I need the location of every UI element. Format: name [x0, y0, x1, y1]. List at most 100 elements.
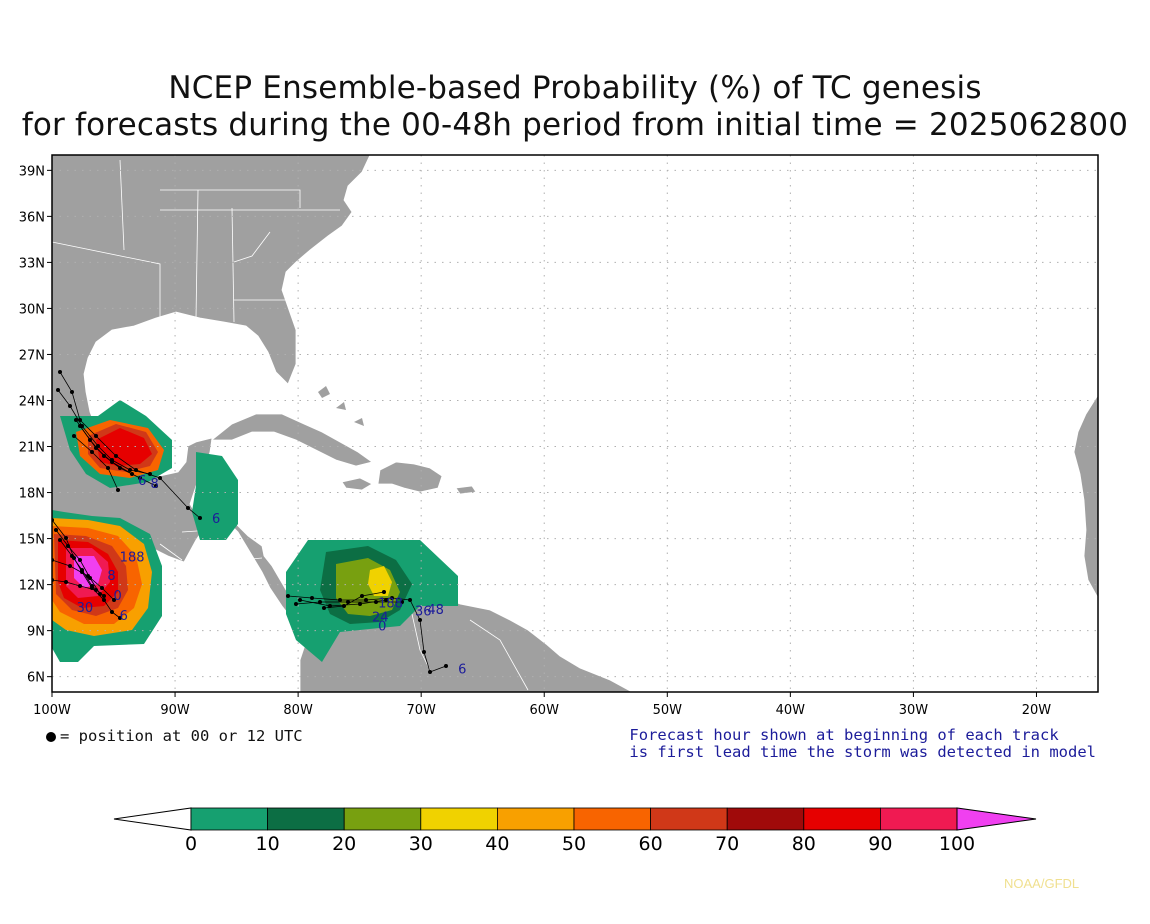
forecast-hour-label: 8: [107, 569, 115, 584]
forecast-hour-label: 48: [427, 603, 444, 618]
track-dot: [328, 604, 332, 608]
track-dot: [110, 610, 114, 614]
forecast-hour-label: 36: [415, 604, 432, 619]
colorbar-swatch: [573, 807, 651, 831]
position-legend: = position at 00 or 12 UTC: [46, 727, 303, 745]
map-title: NCEP Ensemble-based Probability (%) of T…: [0, 70, 1150, 144]
track-dot: [342, 604, 346, 608]
colorbar-tick-label: 10: [256, 833, 280, 855]
track-dot: [94, 588, 98, 592]
lat-tick-label: 21N: [19, 441, 45, 456]
track-dot: [294, 602, 298, 606]
forecast-hour-note-line-1: Forecast hour shown at beginning of each…: [629, 726, 1059, 744]
track-dot: [358, 602, 362, 606]
track-dot: [418, 618, 422, 622]
track-dot: [298, 598, 302, 602]
forecast-hour-note-line-2: is first lead time the storm was detecte…: [629, 743, 1096, 761]
lat-tick-label: 33N: [19, 256, 45, 271]
track-dot: [134, 468, 138, 472]
colorbar-tick-label: 100: [939, 833, 975, 855]
lon-tick-label: 60W: [530, 703, 560, 718]
probability-contours-gulf: [60, 400, 238, 540]
forecast-hour-label: 24: [372, 610, 389, 625]
track-dot: [138, 476, 142, 480]
title-line-2: for forecasts during the 00-48h period f…: [21, 107, 1129, 143]
lon-tick-label: 90W: [160, 703, 190, 718]
track-dot: [112, 598, 116, 602]
colorbar-high-arrow: [956, 807, 1037, 831]
track-dot: [70, 390, 74, 394]
track-dot: [128, 468, 132, 472]
track-dot: [118, 616, 122, 620]
position-legend-text: = position at 00 or 12 UTC: [60, 727, 303, 745]
forecast-hour-label: 0: [378, 620, 386, 635]
colorbar-swatch: [803, 807, 881, 831]
track-dot: [400, 600, 404, 604]
lon-tick-label: 70W: [406, 703, 436, 718]
land-puerto-rico: [455, 485, 477, 495]
colorbar-swatch: [496, 807, 575, 831]
track-dot: [444, 664, 448, 668]
track-dot: [390, 596, 394, 600]
colorbar-tick-label: 0: [185, 833, 197, 855]
track-dot: [86, 574, 90, 578]
track-dot: [364, 598, 368, 602]
colorbar-tick-label: 90: [868, 833, 892, 855]
track-dot: [102, 594, 106, 598]
track-dot: [102, 454, 106, 458]
forecast-hour-label: 30: [77, 601, 94, 616]
credit-label: NOAA/GFDL: [1004, 876, 1080, 891]
forecast-hour-label: 0: [114, 589, 122, 604]
colorbar-tick-label: 30: [409, 833, 433, 855]
land-jamaica: [341, 477, 373, 491]
track-dot: [148, 472, 152, 476]
track-dot: [90, 584, 94, 588]
track-dot: [78, 558, 82, 562]
position-dot-icon: [46, 731, 56, 742]
forecast-hour-label: 6: [120, 609, 128, 624]
track-dot: [58, 538, 62, 542]
lat-tick-label: 15N: [19, 533, 45, 548]
plot-frame: [51, 154, 1099, 693]
track-dot: [54, 528, 58, 532]
track-dot: [58, 370, 62, 374]
colorbar-swatch: [420, 807, 498, 831]
track-position-dots: [52, 370, 448, 674]
lat-tick-label: 24N: [19, 394, 45, 409]
track-dot: [64, 536, 68, 540]
track-dot: [186, 506, 190, 510]
track-dot: [114, 454, 118, 458]
lon-tick-label: 100W: [33, 703, 71, 718]
forecast-hour-label: 6: [458, 663, 466, 678]
track-dot: [322, 606, 326, 610]
lon-tick-label: 30W: [899, 703, 929, 718]
land-hispaniola: [377, 461, 443, 493]
track-dot: [422, 650, 426, 654]
track-dot: [66, 544, 70, 548]
colorbar-tick-label: 60: [639, 833, 663, 855]
colorbar-swatch: [190, 807, 268, 831]
forecast-hour-label: 6: [212, 512, 220, 527]
track-dot: [428, 670, 432, 674]
lat-tick-label: 12N: [19, 579, 45, 594]
track-dot: [116, 488, 120, 492]
latitude-axis: 6N 9N 12N 15N 18N 21N 24N 27N 30N 33N 36N 39N: [19, 164, 52, 686]
land-bahamas: [318, 386, 364, 426]
lat-tick-label: 27N: [19, 348, 45, 363]
colorbar-tick-label: 50: [562, 833, 586, 855]
lon-tick-label: 40W: [776, 703, 806, 718]
track-dot: [374, 600, 378, 604]
colorbar-tick-label: 40: [485, 833, 509, 855]
track-dot: [360, 594, 364, 598]
track-dot: [318, 600, 322, 604]
lon-tick-label: 80W: [283, 703, 313, 718]
track-dot: [74, 418, 78, 422]
track-dot: [64, 580, 68, 584]
track-dot: [94, 434, 98, 438]
track-dot: [106, 466, 110, 470]
forecast-hour-label: 8: [150, 477, 158, 492]
track-dot: [70, 554, 74, 558]
colorbar-swatch: [726, 807, 805, 831]
track-dot: [382, 590, 386, 594]
